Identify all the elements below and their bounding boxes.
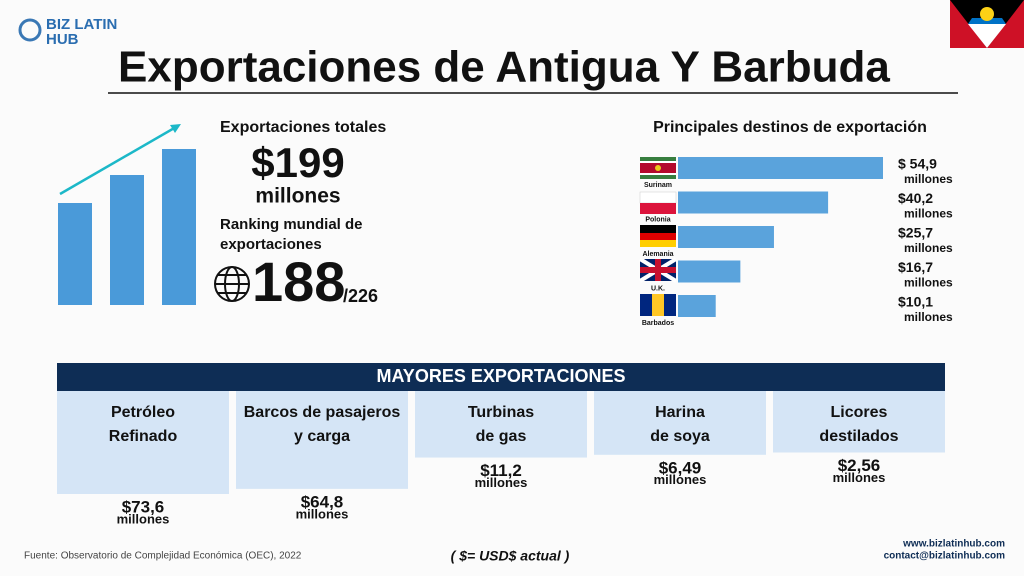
bar	[678, 260, 741, 283]
flag-poland	[639, 191, 677, 204]
flags	[638, 157, 678, 316]
flag-part	[640, 233, 676, 240]
email: contact@bizlatinhub.com	[884, 551, 1006, 562]
banner-title: MAYORES EXPORTACIONES	[376, 366, 625, 386]
export-value: $11,2	[480, 461, 522, 480]
unit-label: millones	[904, 172, 953, 186]
icon-bar	[162, 149, 196, 305]
flag-part	[664, 294, 676, 316]
value-label: $25,7	[898, 225, 933, 241]
unit: millones	[255, 185, 340, 208]
flag-part	[652, 294, 664, 316]
value-label: $10,1	[898, 294, 933, 310]
logo-text: BIZ LATIN	[46, 16, 117, 33]
export-value: $73,6	[122, 497, 165, 516]
icon-bar	[110, 175, 144, 305]
value-label: $40,2	[898, 190, 933, 206]
export-name: Petróleo	[111, 404, 175, 421]
icon-arrow	[59, 125, 177, 196]
flag-part	[640, 203, 676, 214]
unit-label: millones	[904, 310, 953, 324]
export-name: Licores	[831, 404, 888, 421]
country-label: Surinam	[644, 182, 672, 189]
chart-title: Principales destinos de exportación	[653, 119, 927, 136]
export-name: de gas	[476, 428, 527, 445]
bar	[678, 295, 716, 317]
export-name: Harina	[655, 404, 705, 421]
logo-text: HUB	[46, 31, 79, 48]
logo-icon	[18, 18, 42, 42]
export-box	[594, 391, 766, 455]
note: ( $= USD$ actual )	[451, 548, 570, 564]
export-box	[415, 391, 587, 458]
flag-barbados	[640, 294, 652, 316]
rank-of: /226	[343, 286, 378, 306]
label: Ranking mundial de	[220, 216, 363, 233]
export-box	[773, 391, 945, 453]
flag	[950, 0, 1024, 48]
label: exportaciones	[220, 236, 322, 253]
rank: 188	[252, 250, 345, 313]
export-name: y carga	[294, 428, 350, 445]
unit-label: millones	[904, 207, 953, 221]
export-unit: millones	[475, 475, 528, 490]
export-name: destilados	[819, 428, 898, 445]
export-name: Turbinas	[468, 404, 534, 421]
source: Fuente: Observatorio de Complejidad Econ…	[24, 551, 302, 562]
flag-part	[640, 240, 676, 247]
export-name: de soya	[650, 428, 710, 445]
export-unit: millones	[117, 511, 170, 526]
bar	[678, 191, 829, 214]
export-value: $6,49	[659, 458, 702, 477]
export-unit: millones	[296, 506, 349, 521]
export-name: Refinado	[109, 428, 178, 445]
export-unit: millones	[654, 472, 707, 487]
title: Exportaciones de Antigua Y Barbuda	[118, 43, 890, 92]
export-unit: millones	[833, 470, 886, 485]
label: Exportaciones totales	[220, 119, 386, 136]
icon-arrowhead	[170, 124, 181, 133]
country-label: Polonia	[645, 216, 670, 223]
export-value: $2,56	[838, 456, 881, 475]
icon-bar	[58, 203, 92, 305]
banner	[57, 363, 945, 391]
value-label: $16,7	[898, 259, 933, 275]
export-box	[57, 391, 229, 494]
flag-part	[968, 24, 1006, 48]
flag-sun	[980, 7, 994, 21]
bar	[678, 226, 774, 248]
flag-part	[655, 259, 661, 281]
unit-label: millones	[904, 276, 953, 290]
export-box	[236, 391, 408, 489]
flag-germany	[640, 225, 676, 233]
logo: BIZ LATIN HUB	[18, 16, 117, 48]
country-label: Barbados	[642, 320, 674, 327]
globe-icon	[214, 266, 250, 302]
country-label: U.K.	[651, 285, 665, 292]
amount: $199	[251, 139, 344, 186]
website: www.bizlatinhub.com	[902, 539, 1005, 550]
unit-label: millones	[904, 241, 953, 255]
bar	[678, 157, 883, 179]
export-name: Barcos de pasajeros	[244, 404, 401, 421]
growth-icon	[58, 124, 196, 305]
export-value: $64,8	[301, 492, 344, 511]
value-label: $ 54,9	[898, 156, 937, 172]
flag-part	[655, 165, 661, 171]
country-label: Alemania	[642, 251, 673, 258]
